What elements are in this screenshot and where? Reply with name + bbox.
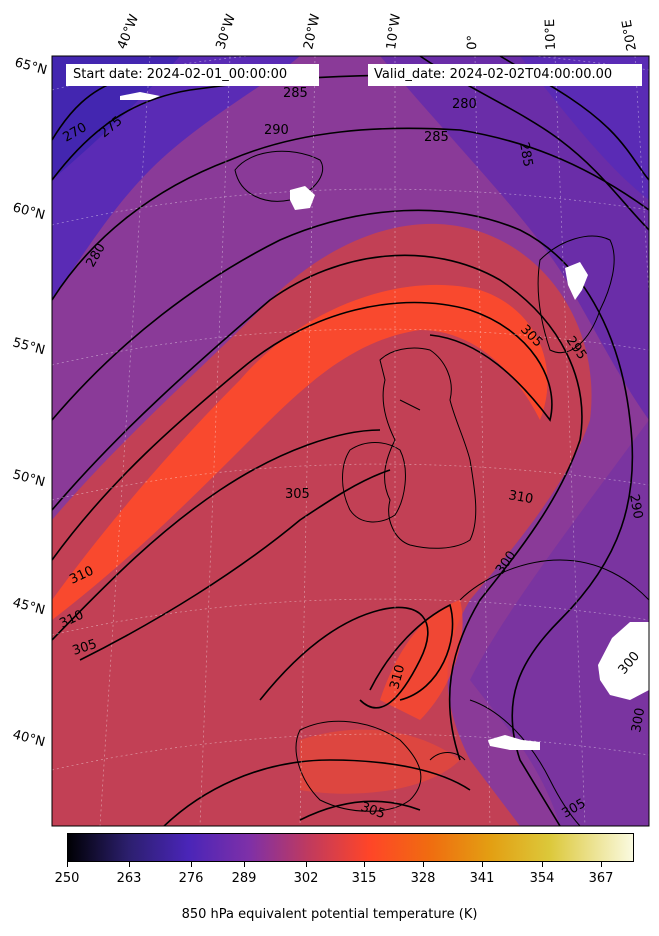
tick-label: 328: [410, 871, 436, 886]
contour-label: 305: [71, 637, 99, 659]
lat-label: 55°N: [11, 335, 47, 358]
tick-label: 276: [178, 871, 204, 886]
tick-mark: [482, 862, 483, 867]
tick-mark: [129, 862, 130, 867]
tick-mark: [306, 862, 307, 867]
contour-label: 280: [452, 97, 477, 112]
contour-label: 290: [264, 123, 289, 138]
tick-label: 367: [588, 871, 614, 886]
map-frame: [51, 55, 650, 827]
tick-mark: [244, 862, 245, 867]
map-field: 285 280 285 285 270 275 290 280 305 295 …: [52, 56, 649, 826]
tick-mark: [542, 862, 543, 867]
coastlines: [234, 150, 649, 826]
contour-label: 285: [516, 141, 535, 168]
lat-label: 40°N: [11, 727, 47, 750]
missing-data-patches: [120, 92, 649, 750]
tick-mark: [191, 862, 192, 867]
contour-label: 300: [629, 707, 648, 734]
lon-label: 20°W: [301, 12, 323, 50]
lon-label: 40°W: [115, 12, 142, 51]
tick-label: 289: [231, 871, 257, 886]
tick-label: 263: [116, 871, 142, 886]
lon-label: 30°W: [214, 12, 239, 51]
tick-label: 302: [293, 871, 319, 886]
colorbar-title: 850 hPa equivalent potential temperature…: [181, 907, 478, 922]
tick-label: 315: [351, 871, 377, 886]
tick-label: 341: [469, 871, 495, 886]
latitude-labels: 65°N 60°N 55°N 50°N 45°N 40°N: [11, 55, 49, 750]
start-date-label: Start date: 2024-02-01_00:00:00: [66, 64, 319, 86]
tick-mark: [423, 862, 424, 867]
contour-label: 305: [285, 487, 310, 502]
longitude-labels: 40°W 30°W 20°W 10°W 0° 10°E 20°E: [115, 12, 640, 52]
lon-label: 20°E: [620, 19, 640, 52]
valid-date-label: Valid_date: 2024-02-02T04:00:00.00: [368, 64, 642, 86]
lat-label: 50°N: [11, 467, 47, 490]
contour-label: 285: [424, 130, 449, 145]
tick-mark: [364, 862, 365, 867]
colorbar: [67, 833, 634, 862]
contour-label: 290: [626, 493, 645, 520]
lat-label: 65°N: [13, 55, 49, 78]
contour-label: 285: [283, 86, 308, 101]
contour-label: 310: [387, 663, 408, 691]
lon-label: 0°: [465, 35, 481, 50]
tick-label: 250: [54, 871, 80, 886]
lon-label: 10°W: [384, 13, 404, 51]
tick-mark: [67, 862, 68, 867]
lat-label: 45°N: [11, 595, 47, 618]
lon-label: 10°E: [543, 19, 559, 51]
tick-mark: [601, 862, 602, 867]
colorbar-gradient: [68, 834, 633, 861]
contour-label: 310: [507, 488, 534, 507]
tick-label: 354: [529, 871, 555, 886]
lat-label: 60°N: [11, 200, 47, 223]
